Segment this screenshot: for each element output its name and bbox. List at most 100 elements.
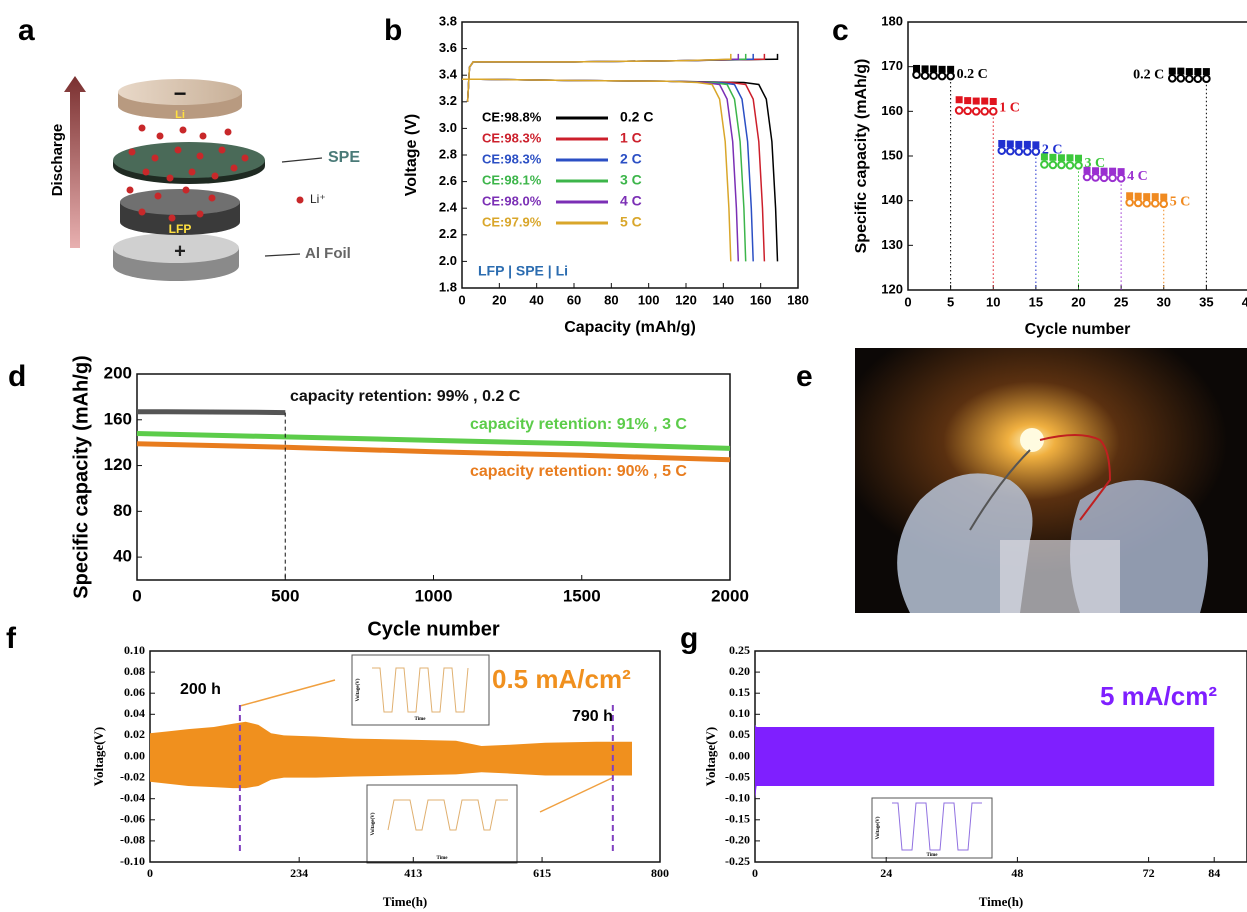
x-tick-label: 40 xyxy=(529,292,543,307)
y-tick-label: 170 xyxy=(881,58,903,73)
chart: 0 24 48 72 84 -0.25 -0.20 -0.15 -0.10 -0.05 0.00 0.… xyxy=(703,643,1247,909)
inset-y-label: Voltage(V) xyxy=(356,678,361,701)
y-tick-label: 2.4 xyxy=(439,200,458,215)
x-tick-label: 25 xyxy=(1114,294,1128,309)
y-tick-label: 80 xyxy=(113,501,132,520)
li-ions xyxy=(126,124,304,222)
y-tick-label: 0.10 xyxy=(729,706,750,720)
charge-point xyxy=(1126,192,1134,200)
charge-point xyxy=(1168,67,1176,75)
charge-point xyxy=(1023,140,1031,148)
y-tick-label: -0.10 xyxy=(120,854,145,868)
arrow-label: Discharge xyxy=(49,124,66,197)
discharge-point xyxy=(954,106,964,115)
voltage-band xyxy=(150,721,632,789)
legend-ce: CE:98.3% xyxy=(482,151,542,166)
charge-point xyxy=(989,98,997,106)
y-tick-label: 1.8 xyxy=(439,279,457,294)
charge-point xyxy=(1057,154,1065,162)
annotation: 0.5 mA/cm² xyxy=(492,664,631,694)
charge-point xyxy=(1066,154,1074,162)
discharge-point xyxy=(1091,173,1100,182)
al-foil-label: Al Foil xyxy=(305,245,351,262)
y-tick-label: 0.05 xyxy=(729,727,750,741)
discharge-point xyxy=(929,71,938,80)
x-tick-label: 800 xyxy=(651,866,669,880)
rate-label: 0.2 C xyxy=(1133,67,1164,82)
charge-point xyxy=(1075,154,1082,162)
y-tick-label: 120 xyxy=(104,455,132,474)
pointer xyxy=(264,253,301,257)
discharge-point xyxy=(1150,199,1160,208)
y-axis-title: Specific capacity (mAh/g) xyxy=(853,59,870,254)
y-tick-label: 0.15 xyxy=(729,685,750,699)
x-axis-title: Capacity (mAh/g) xyxy=(564,319,696,336)
discharge-point xyxy=(1040,160,1049,169)
y-tick-label: 0.08 xyxy=(124,664,145,678)
chart: 0 500 1000 1500 2000 40 80 120 160 200 Cycle numbe… xyxy=(70,355,749,640)
discharge-point xyxy=(912,70,921,80)
discharge-point xyxy=(1108,173,1117,183)
charge-point xyxy=(1185,68,1193,76)
inset-x-label: Time xyxy=(926,853,938,858)
x-tick-label: 80 xyxy=(604,292,618,307)
inset-y-label: Voltage(V) xyxy=(876,816,881,839)
panel-label: c xyxy=(832,14,849,47)
y-tick-label: 0.00 xyxy=(729,748,750,762)
chart: 0 234 413 615 800 -0.10 -0.08 -0.06 -0.04 -0.02 0.… xyxy=(91,643,669,909)
legend-ce: CE:98.0% xyxy=(482,193,542,208)
discharge-point xyxy=(980,107,990,116)
charge-point xyxy=(1194,68,1202,76)
annotation: 5 mA/cm² xyxy=(1100,681,1217,711)
charge-point xyxy=(1083,166,1091,174)
x-tick-label: 72 xyxy=(1143,866,1155,880)
discharge-arrow xyxy=(64,76,86,248)
y-tick-label: -0.15 xyxy=(725,812,750,826)
battery-diagram: Discharge + LFP − Li SPE Li⁺ Al Foil xyxy=(49,76,360,281)
li-top xyxy=(118,79,242,105)
charge-point xyxy=(955,96,963,104)
charge-point xyxy=(1177,67,1185,75)
y-tick-label: 130 xyxy=(881,237,903,252)
x-tick-label: 0 xyxy=(752,866,758,880)
y-tick-label: 3.8 xyxy=(439,13,457,28)
discharge-point xyxy=(963,106,972,116)
annotation: 790 h xyxy=(572,708,613,725)
inset-y-label: Voltage(V) xyxy=(371,812,376,835)
x-tick-label: 20 xyxy=(492,292,506,307)
data-line xyxy=(136,441,731,463)
y-tick-label: -0.06 xyxy=(120,812,145,826)
x-tick-label: 5 xyxy=(947,294,954,309)
annotation: capacity retention: 91% , 3 C xyxy=(470,416,687,433)
charge-point xyxy=(1040,153,1048,161)
discharge-point xyxy=(1176,73,1186,83)
y-tick-label: 150 xyxy=(881,147,903,162)
annotation: capacity retention: 99% , 0.2 C xyxy=(290,388,521,405)
charge-point xyxy=(998,139,1006,147)
y-tick-label: 0.02 xyxy=(124,727,145,741)
data-line xyxy=(462,53,732,262)
chart: 0 20 40 60 80 100 120 140 160 180 1.8 2.0 2.2 2.4 2.6 2… xyxy=(403,13,809,336)
y-tick-label: -0.10 xyxy=(725,790,750,804)
data-line xyxy=(136,431,731,451)
charge-point xyxy=(1032,141,1040,149)
discharge-point xyxy=(1125,198,1134,207)
y-tick-label: -0.08 xyxy=(120,833,145,847)
charge-point xyxy=(1092,167,1100,175)
charge-point xyxy=(1117,168,1125,176)
charge-point xyxy=(1015,140,1023,148)
legend-label: 5 C xyxy=(620,214,642,230)
photo xyxy=(855,348,1247,613)
rate-label: 4 C xyxy=(1127,169,1148,184)
y-tick-label: 3.6 xyxy=(439,40,457,55)
y-tick-label: -0.05 xyxy=(725,769,750,783)
x-tick-label: 15 xyxy=(1029,294,1043,309)
charge-point xyxy=(981,97,989,105)
pointer xyxy=(281,157,323,163)
x-tick-label: 10 xyxy=(986,294,1000,309)
x-tick-label: 2000 xyxy=(711,586,749,605)
x-tick-label: 24 xyxy=(880,866,892,880)
y-tick-label: 2.0 xyxy=(439,253,457,268)
x-tick-label: 35 xyxy=(1199,294,1213,309)
